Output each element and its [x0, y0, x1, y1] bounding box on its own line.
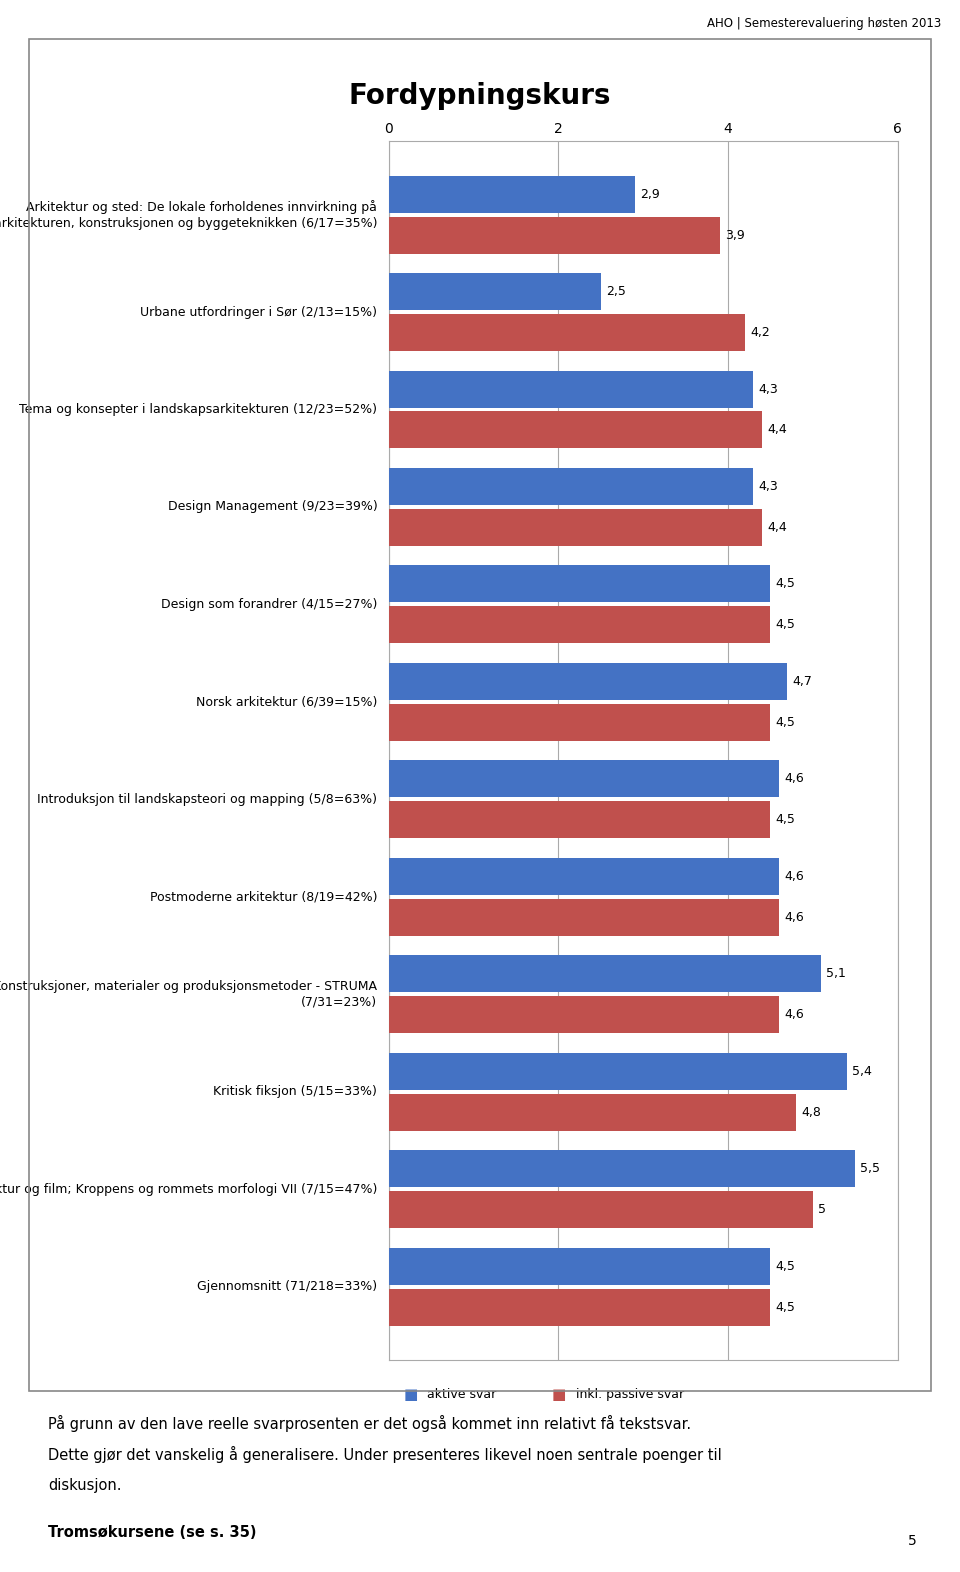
Text: 4,3: 4,3 — [758, 479, 779, 494]
Text: Tema og konsepter i landskapsarkitekturen (12/23=52%): Tema og konsepter i landskapsarkitekture… — [19, 402, 377, 417]
Text: ■: ■ — [552, 1387, 566, 1402]
Bar — [389, 802, 770, 838]
Text: Postmoderne arkitektur (8/19=42%): Postmoderne arkitektur (8/19=42%) — [150, 890, 377, 904]
Text: 4,3: 4,3 — [758, 382, 779, 396]
Text: 5,4: 5,4 — [852, 1064, 872, 1078]
Text: 2,5: 2,5 — [606, 285, 626, 299]
Text: ■: ■ — [403, 1387, 418, 1402]
Text: Kritisk fiksjon (5/15=33%): Kritisk fiksjon (5/15=33%) — [213, 1085, 377, 1099]
Bar — [389, 997, 779, 1033]
Text: 4,5: 4,5 — [776, 1300, 796, 1314]
Bar — [389, 704, 770, 740]
Bar — [389, 663, 787, 700]
Bar — [389, 858, 779, 894]
Text: 5,1: 5,1 — [827, 967, 847, 981]
Bar — [389, 509, 762, 545]
Text: 4,7: 4,7 — [792, 674, 812, 689]
Text: 3,9: 3,9 — [725, 228, 744, 242]
Bar — [389, 274, 601, 310]
Text: 4,2: 4,2 — [750, 325, 770, 340]
Bar — [389, 761, 779, 797]
Text: 2,9: 2,9 — [639, 187, 660, 201]
Text: aktive svar: aktive svar — [427, 1388, 496, 1401]
Bar — [389, 176, 635, 212]
Bar — [389, 899, 779, 935]
Text: 4,4: 4,4 — [767, 520, 787, 534]
Text: 4,5: 4,5 — [776, 1259, 796, 1273]
Text: 5: 5 — [907, 1534, 917, 1548]
Text: 4,5: 4,5 — [776, 618, 796, 632]
Text: 5: 5 — [818, 1203, 826, 1217]
Text: 4,6: 4,6 — [784, 869, 804, 883]
Bar — [389, 217, 720, 253]
Text: inkl. passive svar: inkl. passive svar — [576, 1388, 684, 1401]
Bar — [389, 1094, 796, 1130]
Bar — [389, 1053, 847, 1089]
Text: 4,6: 4,6 — [784, 1008, 804, 1022]
Bar — [389, 1248, 770, 1284]
Bar — [389, 468, 754, 505]
Text: 4,5: 4,5 — [776, 813, 796, 827]
Bar — [389, 371, 754, 407]
Text: 4,5: 4,5 — [776, 715, 796, 729]
Text: Arkitektur og sted: De lokale forholdenes innvirkning på
arkitekturen, konstruks: Arkitektur og sted: De lokale forholdene… — [0, 200, 377, 230]
Text: Norsk arkitektur (6/39=15%): Norsk arkitektur (6/39=15%) — [196, 695, 377, 709]
Text: Design Management (9/23=39%): Design Management (9/23=39%) — [168, 500, 377, 514]
Text: Urbane utfordringer i Sør (2/13=15%): Urbane utfordringer i Sør (2/13=15%) — [140, 305, 377, 319]
Text: Konstruksjoner, materialer og produksjonsmetoder - STRUMA
(7/31=23%): Konstruksjoner, materialer og produksjon… — [0, 979, 377, 1009]
Bar — [389, 412, 762, 448]
Bar — [389, 314, 745, 351]
Text: 4,4: 4,4 — [767, 423, 787, 437]
Bar — [389, 956, 821, 992]
Text: Dette gjør det vanskelig å generalisere. Under presenteres likevel noen sentrale: Dette gjør det vanskelig å generalisere.… — [48, 1446, 722, 1464]
Text: Design som forandrer (4/15=27%): Design som forandrer (4/15=27%) — [161, 597, 377, 612]
Text: 4,6: 4,6 — [784, 772, 804, 786]
Text: Fordypningskurs: Fordypningskurs — [348, 82, 612, 110]
Bar — [389, 607, 770, 643]
Text: AHO | Semesterevaluering høsten 2013: AHO | Semesterevaluering høsten 2013 — [707, 17, 941, 30]
Text: 4,8: 4,8 — [801, 1105, 821, 1119]
Bar — [389, 1289, 770, 1325]
Text: Introduksjon til landskapsteori og mapping (5/8=63%): Introduksjon til landskapsteori og mappi… — [37, 792, 377, 806]
Text: 4,6: 4,6 — [784, 910, 804, 924]
Text: Tromsøkursene (se s. 35): Tromsøkursene (se s. 35) — [48, 1525, 256, 1541]
Text: 4,5: 4,5 — [776, 577, 796, 591]
Text: 5,5: 5,5 — [860, 1162, 880, 1176]
Bar — [389, 1192, 813, 1228]
Text: På grunn av den lave reelle svarprosenten er det også kommet inn relativt få tek: På grunn av den lave reelle svarprosente… — [48, 1415, 691, 1432]
Text: Arkitektur og film; Kroppens og rommets morfologi VII (7/15=47%): Arkitektur og film; Kroppens og rommets … — [0, 1182, 377, 1196]
Text: Gjennomsnitt (71/218=33%): Gjennomsnitt (71/218=33%) — [197, 1280, 377, 1294]
Bar — [389, 1151, 855, 1187]
Bar — [389, 566, 770, 602]
Text: diskusjon.: diskusjon. — [48, 1478, 122, 1493]
